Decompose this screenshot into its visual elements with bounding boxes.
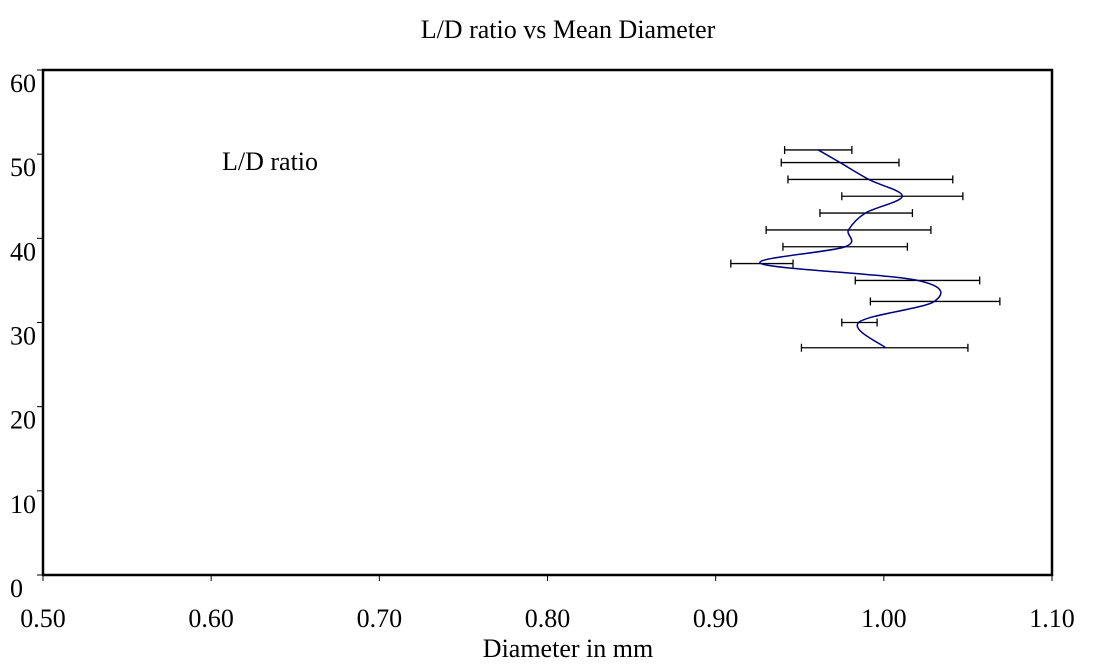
series-line — [759, 149, 942, 349]
y-tick-label: 60 — [10, 69, 36, 98]
y-tick-label: 20 — [10, 406, 36, 435]
y-tick-label: 30 — [10, 322, 36, 351]
y-tick-label: 0 — [10, 574, 23, 603]
x-axis: 0.50 0.60 0.70 0.80 0.90 1.00 1.10 — [20, 575, 1075, 633]
x-tick-label: 0.60 — [188, 604, 234, 633]
error-bar — [783, 145, 853, 154]
x-tick-label: 0.90 — [693, 604, 739, 633]
plot-frame — [41, 68, 1054, 577]
error-bar — [787, 175, 954, 184]
y-tick-label: 10 — [10, 490, 36, 519]
y-tick-label: 40 — [10, 237, 36, 266]
x-tick-label: 0.70 — [357, 604, 403, 633]
x-tick-label: 1.00 — [861, 604, 907, 633]
x-tick-label: 0.80 — [525, 604, 571, 633]
chart-title: L/D ratio vs Mean Diameter — [421, 15, 716, 44]
y-tick-label: 50 — [10, 153, 36, 182]
y-axis: 0 10 20 30 40 50 60 — [10, 69, 43, 603]
x-axis-title: Diameter in mm — [483, 634, 653, 663]
x-tick-label: 0.50 — [20, 604, 66, 633]
series-annotation: L/D ratio — [222, 147, 318, 176]
x-tick-label: 1.10 — [1029, 604, 1075, 633]
